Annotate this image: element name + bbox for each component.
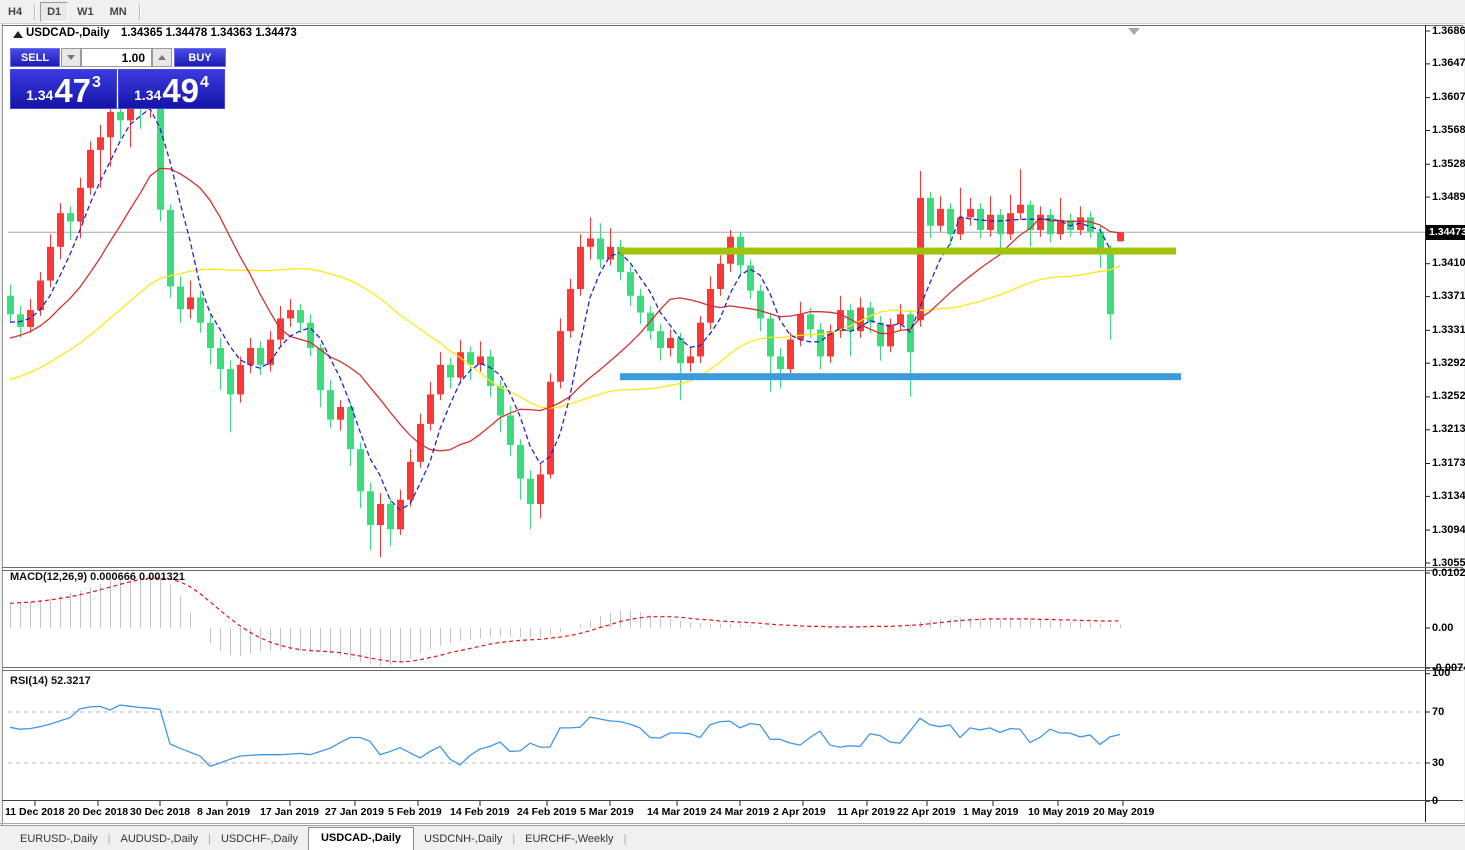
candlestick-series (7, 88, 1124, 558)
tab-separator: | (623, 833, 627, 845)
tab-separator: | (107, 833, 111, 845)
sell-button[interactable]: SELL (10, 48, 60, 67)
chart-tab-bar: EURUSD-,Daily | AUDUSD-,Daily | USDCHF-,… (0, 825, 1465, 850)
rsi-value: 52.3217 (50, 675, 91, 687)
tab-usdcnh[interactable]: USDCNH-,Daily (424, 833, 503, 845)
buy-price-box[interactable]: 1.34 49 4 (118, 69, 225, 109)
volume-increase-button[interactable] (152, 48, 172, 67)
ma-mid-line (9, 167, 1121, 452)
tab-separator: | (512, 833, 516, 845)
current-price-tag: 1.34473 (1426, 225, 1465, 240)
timeframe-h4-button[interactable]: H4 (8, 5, 23, 18)
resistance-line[interactable] (620, 247, 1176, 255)
chart-shift-marker-icon (1128, 28, 1140, 35)
rsi-label: RSI(14) 52.3217 (10, 675, 91, 687)
timeframe-d1-button[interactable]: D1 (40, 1, 69, 22)
buy-price-prefix: 1.34 (134, 87, 162, 103)
chart-ohlc-values: 1.34365 1.34478 1.34363 1.34473 (120, 27, 297, 39)
ma-slow-line (9, 265, 1121, 409)
support-line[interactable] (620, 373, 1181, 381)
tab-eurusd[interactable]: EURUSD-,Daily (20, 833, 98, 845)
timeframe-mn-button[interactable]: MN (109, 5, 127, 18)
chart-window[interactable] (2, 23, 1464, 826)
rsi-title: RSI(14) (10, 675, 48, 687)
tab-separator: | (208, 833, 211, 845)
ma-fast-line (9, 107, 1121, 511)
triangle-up-icon (158, 55, 166, 60)
macd-signal-line (9, 577, 1121, 663)
buy-price-pip: 4 (200, 74, 209, 91)
toolbar-separator (138, 3, 140, 20)
chart-symbol-period: USDCAD-,Daily (26, 27, 110, 39)
timeframe-w1-button[interactable]: W1 (77, 5, 94, 18)
tab-eurchf[interactable]: EURCHF-,Weekly (525, 833, 614, 845)
one-click-toggle-icon[interactable] (13, 31, 23, 38)
chart-title: USDCAD-,Daily 1.34365 1.34478 1.34363 1.… (26, 27, 297, 39)
timeframe-toolbar: H4 D1 W1 MN (0, 0, 1465, 24)
macd-values: 0.000666 0.001321 (90, 571, 185, 583)
volume-input[interactable]: 1.00 (81, 48, 152, 67)
macd-label: MACD(12,26,9) 0.000666 0.001321 (10, 571, 185, 583)
rsi-line (9, 704, 1121, 767)
sell-price-pip: 3 (92, 74, 101, 91)
buy-price-main: 49 (162, 72, 200, 109)
one-click-trading-panel: SELL 1.00 BUY 1.34 47 3 1.34 49 4 (8, 47, 227, 109)
volume-decrease-button[interactable] (61, 48, 81, 67)
sell-price-box[interactable]: 1.34 47 3 (10, 69, 117, 109)
toolbar-separator (34, 3, 36, 20)
sell-price-prefix: 1.34 (26, 87, 54, 103)
buy-button[interactable]: BUY (174, 48, 226, 67)
macd-title: MACD(12,26,9) (10, 571, 88, 583)
sell-price-main: 47 (54, 72, 92, 109)
tab-usdchf[interactable]: USDCHF-,Daily (220, 833, 298, 845)
tab-audusd[interactable]: AUDUSD-,Daily (120, 833, 199, 845)
tab-usdcad[interactable]: USDCAD-,Daily (307, 827, 415, 850)
triangle-down-icon (67, 55, 75, 60)
